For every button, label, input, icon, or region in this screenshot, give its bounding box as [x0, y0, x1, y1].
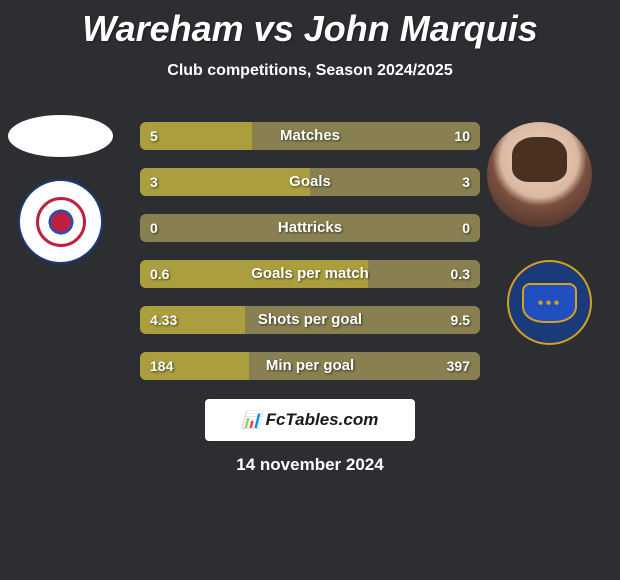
- stat-label: Hattricks: [140, 214, 480, 242]
- stat-row-hattricks: 0 Hattricks 0: [140, 214, 480, 242]
- club-left-logo: [18, 179, 103, 264]
- stat-row-mpg: 184 Min per goal 397: [140, 352, 480, 380]
- player-left-avatar: [8, 115, 113, 157]
- stat-label: Matches: [140, 122, 480, 150]
- club-left-logo-inner: [36, 197, 86, 247]
- stat-label: Goals per match: [140, 260, 480, 288]
- player-right-avatar: [487, 122, 592, 227]
- watermark-text: FcTables.com: [266, 410, 379, 430]
- stat-value-right: 0.3: [451, 260, 470, 288]
- stat-row-matches: 5 Matches 10: [140, 122, 480, 150]
- stat-label: Shots per goal: [140, 306, 480, 334]
- stat-label: Min per goal: [140, 352, 480, 380]
- stat-value-right: 397: [447, 352, 470, 380]
- club-right-logo-inner: [522, 283, 577, 323]
- page-subtitle: Club competitions, Season 2024/2025: [0, 62, 620, 80]
- stat-value-right: 0: [462, 214, 470, 242]
- stat-row-spg: 4.33 Shots per goal 9.5: [140, 306, 480, 334]
- stat-value-right: 10: [454, 122, 470, 150]
- stat-row-gpm: 0.6 Goals per match 0.3: [140, 260, 480, 288]
- watermark: 📊 FcTables.com: [205, 399, 415, 441]
- stats-container: 5 Matches 10 3 Goals 3 0 Hattricks 0 0.6…: [140, 122, 480, 398]
- watermark-icon: 📊: [242, 410, 262, 430]
- page-title: Wareham vs John Marquis: [0, 0, 620, 50]
- stat-value-right: 9.5: [451, 306, 470, 334]
- stat-value-right: 3: [462, 168, 470, 196]
- stat-row-goals: 3 Goals 3: [140, 168, 480, 196]
- club-right-logo: [507, 260, 592, 345]
- stat-label: Goals: [140, 168, 480, 196]
- date-text: 14 november 2024: [0, 455, 620, 475]
